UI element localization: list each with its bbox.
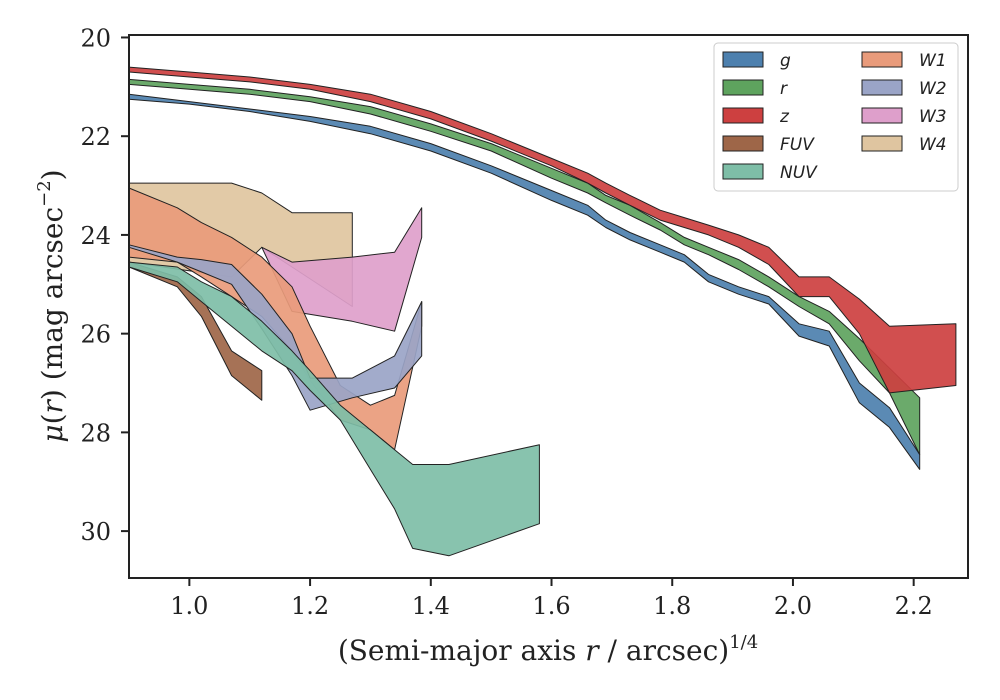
y-tick-label: 22 [80, 123, 111, 151]
axis-ticks: 1.0 1.2 1.4 1.6 1.8 2.0 2.2 20 22 24 26 28 30 [80, 24, 932, 620]
y-axis-title: μ(r) (mag arcsec−2) [34, 169, 69, 442]
legend-label-nuv: NUV [780, 163, 818, 183]
series-bands [128, 66, 957, 557]
y-tick-label: 26 [80, 321, 111, 349]
legend-swatch-z [722, 107, 764, 124]
legend-swatch-nuv [722, 163, 764, 180]
legend-swatch-fuv [722, 135, 764, 152]
series-band-nuv [128, 261, 540, 557]
series-band-g [128, 93, 921, 470]
x-tick-label: 1.8 [653, 592, 691, 620]
legend: grz FUV NUV W1 W2 W3 W4 [713, 42, 959, 192]
legend-label-w2: W2 [919, 79, 947, 99]
legend-label-g: g [780, 51, 791, 71]
y-tick-label: 28 [80, 419, 111, 447]
x-tick-label: 2.2 [895, 592, 933, 620]
legend-swatch-g [722, 51, 764, 68]
legend-label-z: z [779, 107, 790, 127]
x-tick-label: 2.0 [774, 592, 812, 620]
legend-swatch-w3 [861, 107, 903, 124]
y-tick-label: 20 [80, 24, 111, 52]
series-band-w2 [128, 244, 423, 411]
legend-label-w3: W3 [919, 107, 947, 127]
x-tick-label: 1.6 [532, 592, 570, 620]
series-band-r [128, 78, 921, 456]
legend-swatch-r [722, 79, 764, 96]
legend-label-r: r [780, 79, 788, 99]
legend-label-w1: W1 [919, 51, 947, 71]
x-tick-label: 1.2 [291, 592, 329, 620]
x-tick-label: 1.4 [412, 592, 450, 620]
plot-frame [128, 34, 969, 579]
x-tick-label: 1.0 [170, 592, 208, 620]
y-tick-label: 30 [80, 518, 111, 546]
legend-swatch-w4 [861, 135, 903, 152]
series-band-z [128, 66, 957, 394]
legend-swatch-w1 [861, 51, 903, 68]
y-tick-label: 24 [80, 222, 111, 250]
x-axis-title: (Semi-major axis r / arcsec)1/4 [338, 632, 758, 667]
legend-label-w4: W4 [919, 135, 947, 155]
legend-label-fuv: FUV [780, 135, 815, 155]
legend-swatch-w2 [861, 79, 903, 96]
series-band-w3 [261, 207, 423, 332]
